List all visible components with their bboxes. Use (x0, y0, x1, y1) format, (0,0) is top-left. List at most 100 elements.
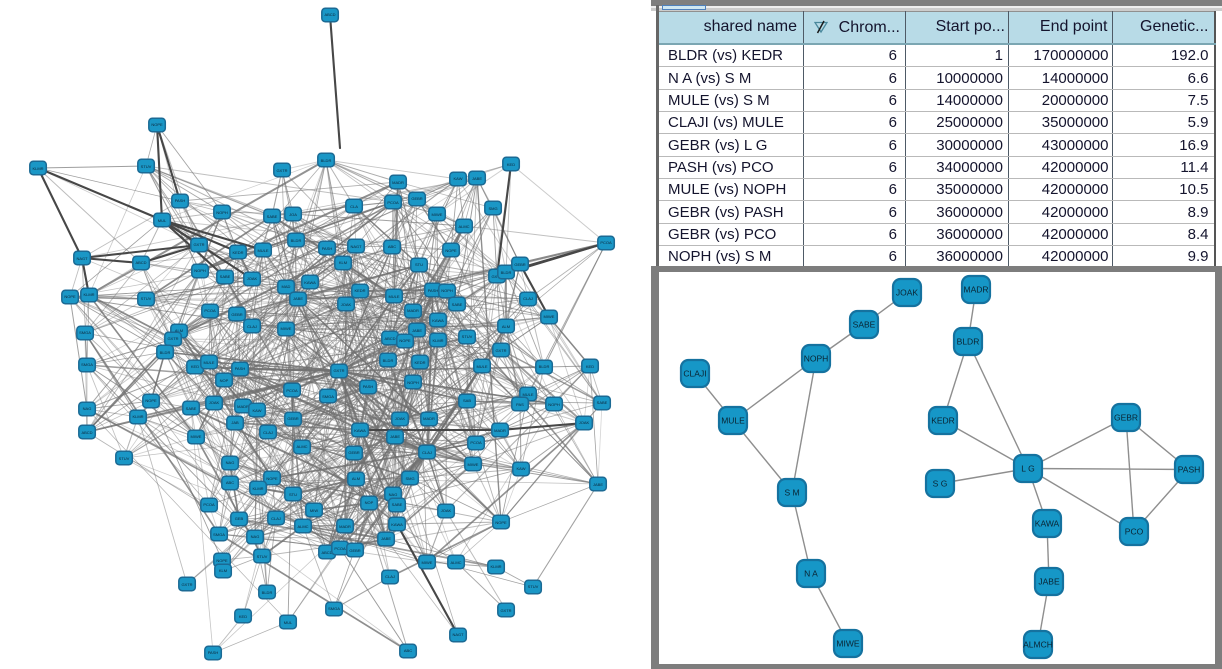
svg-text:PCOA: PCOA (470, 440, 482, 445)
svg-text:KLMR: KLMR (32, 166, 43, 171)
svg-text:KAWA: KAWA (354, 428, 366, 433)
svg-text:NAGT: NAGT (350, 244, 362, 249)
svg-text:KAW: KAW (517, 466, 526, 471)
svg-text:PASH: PASH (1178, 465, 1201, 475)
svg-text:MUL: MUL (284, 620, 293, 625)
svg-text:SABE: SABE (853, 320, 876, 330)
svg-text:NAG: NAG (226, 460, 235, 465)
svg-text:KED: KED (586, 364, 594, 369)
svg-text:PASH: PASH (363, 384, 374, 389)
svg-text:NOPH: NOPH (804, 354, 829, 364)
svg-text:ABCD: ABCD (324, 12, 335, 17)
svg-text:ALMC: ALMC (297, 524, 308, 529)
svg-text:BLDR: BLDR (501, 270, 512, 275)
svg-text:JOAK: JOAK (896, 288, 919, 298)
svg-text:NOPH: NOPH (194, 268, 206, 273)
svg-text:GEBR: GEBR (349, 548, 360, 553)
svg-text:NOPH: NOPH (216, 210, 228, 215)
svg-text:SMGA: SMGA (81, 362, 93, 367)
svg-text:JOAK: JOAK (209, 400, 220, 405)
svg-text:GXTR: GXTR (495, 348, 506, 353)
svg-text:BLDR: BLDR (160, 350, 171, 355)
svg-text:JOAK: JOAK (579, 420, 590, 425)
svg-text:GEBR: GEBR (348, 450, 359, 455)
svg-text:CLAJ: CLAJ (385, 574, 395, 579)
svg-text:NOPE: NOPE (445, 248, 457, 253)
svg-text:MULE: MULE (388, 294, 399, 299)
svg-text:ALMC: ALMC (458, 224, 469, 229)
svg-text:STUV: STUV (462, 334, 473, 339)
svg-text:SAB: SAB (463, 398, 471, 403)
svg-text:GXTR: GXTR (276, 168, 287, 173)
svg-text:MULE: MULE (257, 248, 268, 253)
svg-text:MIWE: MIWE (432, 212, 443, 217)
svg-text:MADR: MADR (237, 404, 249, 409)
svg-text:BLDR: BLDR (321, 158, 332, 163)
svg-text:KLMR: KLMR (83, 292, 94, 297)
svg-text:SMG: SMG (488, 206, 497, 211)
svg-text:SABE: SABE (452, 302, 463, 307)
svg-text:MIWE: MIWE (836, 639, 859, 649)
svg-text:JABE: JABE (593, 482, 603, 487)
svg-text:PCOA: PCOA (204, 308, 216, 313)
svg-text:BLDR: BLDR (957, 337, 980, 347)
svg-text:JAB: JAB (231, 420, 239, 425)
svg-text:MULE: MULE (476, 364, 487, 369)
svg-text:GXTR: GXTR (167, 336, 178, 341)
svg-text:NOPE: NOPE (64, 294, 76, 299)
svg-text:JOAK: JOAK (395, 416, 406, 421)
svg-text:NOPE: NOPE (151, 122, 163, 127)
svg-text:KAWA: KAWA (304, 280, 316, 285)
svg-text:MADR: MADR (392, 180, 404, 185)
svg-text:NOP: NOP (365, 500, 374, 505)
svg-text:CLAJ: CLAJ (271, 516, 281, 521)
svg-text:KLM: KLM (219, 568, 227, 573)
svg-text:JABE: JABE (1038, 577, 1060, 587)
svg-text:NOPH: NOPH (441, 288, 453, 293)
svg-text:PASH: PASH (208, 650, 219, 655)
svg-text:SABE: SABE (186, 406, 197, 411)
svg-text:KLMR: KLMR (132, 414, 143, 419)
svg-text:JABE: JABE (472, 176, 482, 181)
svg-text:JOAK: JOAK (341, 302, 352, 307)
svg-text:NAG: NAG (251, 534, 260, 539)
svg-text:GEBR: GEBR (411, 196, 422, 201)
svg-text:MIWE: MIWE (468, 462, 479, 467)
svg-text:N A: N A (804, 569, 818, 579)
svg-text:ABCD: ABCD (135, 260, 146, 265)
svg-text:SMGA: SMGA (322, 394, 334, 399)
svg-text:PCOA: PCOA (203, 502, 215, 507)
svg-text:KAWA: KAWA (391, 522, 403, 527)
svg-text:ABC: ABC (404, 648, 412, 653)
svg-text:NAG: NAG (83, 406, 92, 411)
svg-text:SMGA: SMGA (328, 606, 340, 611)
svg-text:KEDR: KEDR (414, 360, 425, 365)
svg-text:KED: KED (507, 162, 515, 167)
svg-text:JABE: JABE (390, 434, 400, 439)
svg-text:SMG: SMG (405, 476, 414, 481)
svg-text:S G: S G (933, 479, 948, 489)
svg-text:CLA: CLA (350, 204, 358, 209)
svg-text:KED: KED (191, 364, 199, 369)
svg-text:ALMCH: ALMCH (1023, 640, 1053, 650)
svg-text:MAD: MAD (282, 284, 291, 289)
svg-text:PCOA: PCOA (334, 546, 346, 551)
svg-text:MADR: MADR (339, 524, 351, 529)
svg-text:NAGT: NAGT (452, 632, 464, 637)
svg-text:BLDR: BLDR (291, 238, 302, 243)
svg-text:BLDR: BLDR (383, 358, 394, 363)
svg-text:CLAJ: CLAJ (247, 324, 257, 329)
svg-text:NOPE: NOPE (216, 558, 228, 563)
svg-text:SMGA: SMGA (79, 330, 91, 335)
svg-text:MULE: MULE (522, 392, 533, 397)
svg-text:PASH: PASH (428, 288, 439, 293)
svg-text:KLMR: KLMR (432, 338, 443, 343)
svg-text:SABE: SABE (392, 502, 403, 507)
svg-text:MULE: MULE (721, 416, 745, 426)
svg-text:KEDR: KEDR (232, 250, 243, 255)
svg-text:PCOA: PCOA (286, 388, 298, 393)
svg-text:PCOA: PCOA (387, 200, 399, 205)
svg-text:PASH: PASH (322, 246, 333, 251)
svg-text:STUV: STUV (141, 296, 152, 301)
svg-text:ALMC: ALMC (450, 560, 461, 565)
